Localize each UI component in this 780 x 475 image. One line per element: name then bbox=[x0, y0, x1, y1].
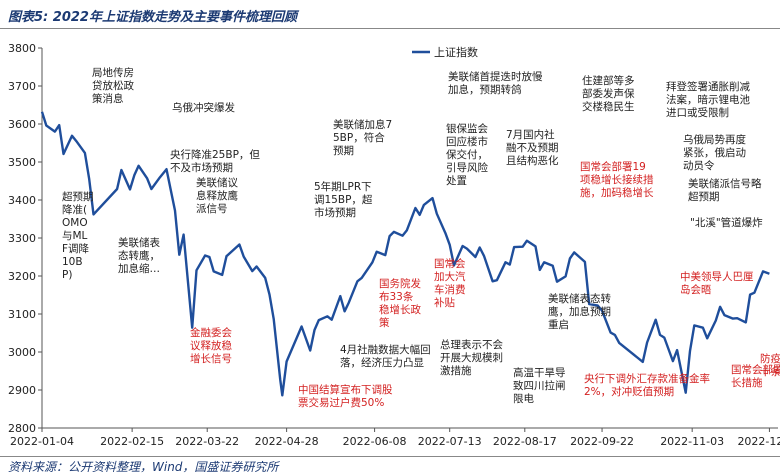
event-annotation: 美联储派信号略超预期 bbox=[688, 177, 762, 203]
event-annotation: 中美领导人巴厘岛会晤 bbox=[680, 270, 754, 296]
y-tick-label: 3000 bbox=[8, 346, 36, 359]
event-annotation: 高温干旱导致四川拉闸限电 bbox=[513, 366, 566, 405]
x-tick-label: 2022-01-04 bbox=[10, 435, 74, 448]
series-line-shanghai-composite bbox=[40, 111, 770, 397]
figure-header: 图表5: 2022年上证指数走势及主要事件梳理回顾 bbox=[0, 0, 780, 30]
x-tick-label: 2022-06-08 bbox=[343, 435, 407, 448]
event-annotation: 7月国内社融不及预期且结构恶化 bbox=[506, 128, 559, 167]
y-tick-label: 3100 bbox=[8, 308, 36, 321]
event-annotation: 4月社融数据大幅回落，经济压力凸显 bbox=[340, 343, 431, 369]
y-tick-label: 2900 bbox=[8, 384, 36, 397]
event-annotation: 央行下调外汇存款准备金率 2%，对冲贬值预期 bbox=[584, 372, 710, 398]
event-annotation: 美联储议息释放鹰派信号 bbox=[196, 176, 238, 215]
y-tick-label: 3800 bbox=[8, 42, 36, 55]
x-tick-label: 2022-04-28 bbox=[255, 435, 319, 448]
legend-label: 上证指数 bbox=[434, 45, 478, 59]
event-annotation: 国常会部署稳增长措施 bbox=[731, 363, 780, 389]
event-annotation: 乌俄局势再度紧张，俄启动动员令 bbox=[683, 133, 746, 172]
figure-source: 资料来源：公开资料整理，Wind，国盛证券研究所 bbox=[8, 460, 279, 474]
y-tick-label: 3700 bbox=[8, 80, 36, 93]
event-annotation: 总理表示不会开展大规模刺激措施 bbox=[440, 338, 503, 377]
top-rule bbox=[0, 28, 780, 29]
y-tick-label: 2800 bbox=[8, 422, 36, 435]
event-annotation: 乌俄冲突爆发 bbox=[172, 101, 235, 114]
y-tick-label: 3600 bbox=[8, 118, 36, 131]
event-annotation: "北溪"管道爆炸 bbox=[690, 216, 763, 229]
event-annotation: 美联储首提迭时放慢加息，预期转鸽 bbox=[448, 70, 543, 96]
x-tick-label: 2022-07-13 bbox=[418, 435, 482, 448]
event-annotation: 超预期降准(OMO 与ML F调降 10B P) bbox=[62, 190, 94, 281]
event-annotation: 住建部等多部委发声保交楼稳民生 bbox=[582, 74, 635, 113]
y-tick-label: 3200 bbox=[8, 270, 36, 283]
bottom-rule bbox=[0, 456, 780, 457]
event-annotation: 中国结算宣布下调股票交易过户费50% bbox=[298, 383, 393, 409]
event-annotation: 国常会部署19 项稳增长接续措施，加码稳增长 bbox=[580, 160, 654, 199]
event-annotation: 防疫二十条 bbox=[760, 352, 780, 378]
x-tick-label: 2022-12-09 bbox=[737, 435, 780, 448]
x-tick-label: 2022-08-17 bbox=[493, 435, 557, 448]
event-annotation: 国常会加大汽车消费补贴 bbox=[434, 257, 466, 309]
x-tick-label: 2022-03-22 bbox=[175, 435, 239, 448]
event-annotation: 国务院发布33条稳增长政策 bbox=[379, 277, 421, 329]
event-annotation: 央行降准25BP，但不及市场预期 bbox=[170, 148, 260, 174]
figure-title: 图表5: 2022年上证指数走势及主要事件梳理回顾 bbox=[8, 10, 297, 25]
event-annotation: 美联储表态转鹰，加息预期重启 bbox=[548, 292, 611, 331]
y-tick-label: 3400 bbox=[8, 194, 36, 207]
event-annotation: 金融委会议释放稳增长信号 bbox=[190, 326, 232, 365]
x-tick-label: 2022-09-22 bbox=[570, 435, 634, 448]
x-tick-label: 2022-11-03 bbox=[660, 435, 724, 448]
event-annotation: 银保监会回应楼市保交付，引导风险处置 bbox=[446, 122, 488, 187]
event-annotation: 美联储加息7 5BP，符合预期 bbox=[333, 118, 392, 157]
y-tick-label: 3300 bbox=[8, 232, 36, 245]
event-annotation: 局地传房贷放松政策消息 bbox=[92, 66, 134, 105]
x-tick-label: 2022-02-15 bbox=[100, 435, 164, 448]
event-annotation: 5年期LPR下调15BP，超市场预期 bbox=[314, 180, 373, 219]
event-annotation: 美联储表态转鹰，加息缩… bbox=[118, 236, 160, 275]
event-annotation: 拜登签署通胀削减法案，暗示锂电池进口或受限制 bbox=[666, 80, 750, 119]
y-tick-label: 3500 bbox=[8, 156, 36, 169]
